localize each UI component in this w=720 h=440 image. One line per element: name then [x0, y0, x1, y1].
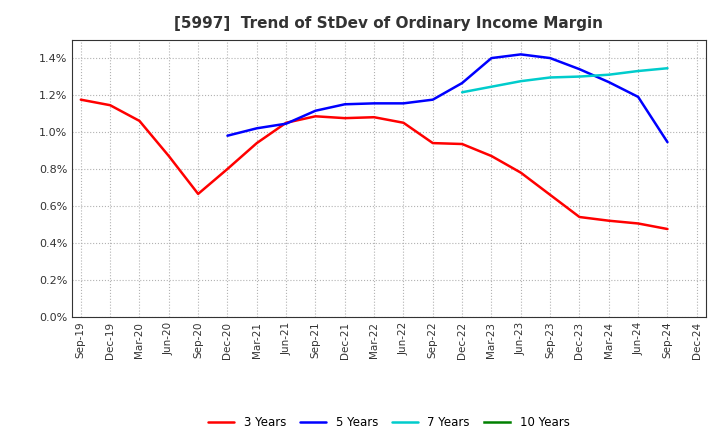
5 Years — [605, 80, 613, 85]
3 Years — [106, 103, 114, 108]
3 Years — [253, 140, 261, 146]
5 Years — [487, 55, 496, 61]
3 Years — [341, 115, 349, 121]
5 Years — [311, 108, 320, 114]
Line: 7 Years: 7 Years — [462, 68, 667, 92]
5 Years — [253, 126, 261, 131]
Line: 3 Years: 3 Years — [81, 99, 667, 229]
5 Years — [399, 101, 408, 106]
3 Years — [164, 154, 173, 159]
5 Years — [575, 66, 584, 72]
5 Years — [428, 97, 437, 102]
5 Years — [341, 102, 349, 107]
5 Years — [223, 133, 232, 138]
3 Years — [516, 170, 525, 175]
3 Years — [223, 166, 232, 172]
5 Years — [516, 52, 525, 57]
3 Years — [370, 114, 379, 120]
7 Years — [487, 84, 496, 89]
Line: 5 Years: 5 Years — [228, 55, 667, 142]
7 Years — [605, 72, 613, 77]
3 Years — [135, 118, 144, 124]
5 Years — [546, 55, 554, 61]
3 Years — [428, 140, 437, 146]
3 Years — [605, 218, 613, 224]
3 Years — [575, 214, 584, 220]
3 Years — [634, 221, 642, 226]
7 Years — [575, 74, 584, 79]
5 Years — [282, 121, 290, 126]
3 Years — [282, 120, 290, 125]
5 Years — [634, 94, 642, 99]
7 Years — [516, 78, 525, 84]
3 Years — [458, 141, 467, 147]
3 Years — [76, 97, 85, 102]
5 Years — [458, 81, 467, 86]
Legend: 3 Years, 5 Years, 7 Years, 10 Years: 3 Years, 5 Years, 7 Years, 10 Years — [204, 411, 574, 434]
3 Years — [663, 226, 672, 231]
5 Years — [370, 101, 379, 106]
3 Years — [399, 120, 408, 125]
7 Years — [634, 68, 642, 73]
Title: [5997]  Trend of StDev of Ordinary Income Margin: [5997] Trend of StDev of Ordinary Income… — [174, 16, 603, 32]
3 Years — [194, 191, 202, 197]
3 Years — [487, 154, 496, 159]
3 Years — [546, 192, 554, 198]
7 Years — [458, 90, 467, 95]
3 Years — [311, 114, 320, 119]
5 Years — [663, 139, 672, 145]
7 Years — [546, 75, 554, 80]
7 Years — [663, 66, 672, 71]
